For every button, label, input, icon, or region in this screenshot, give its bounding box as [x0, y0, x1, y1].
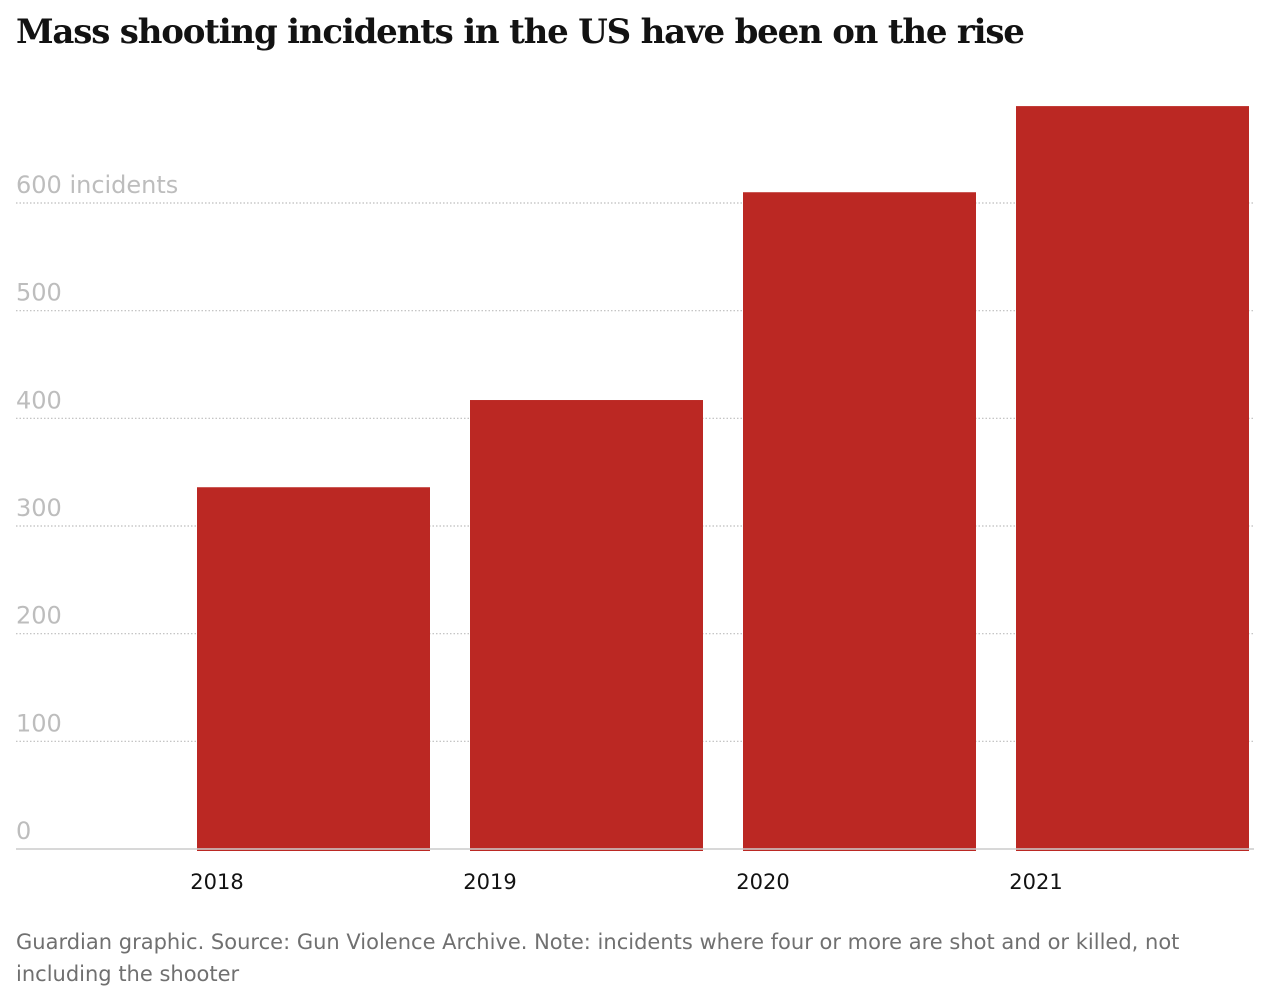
- bar-2018: [197, 487, 430, 851]
- bar-2019: [470, 400, 703, 851]
- x-tick-label: 2019: [463, 870, 516, 894]
- bar-2020: [743, 192, 976, 851]
- x-tick-label: 2021: [1009, 870, 1062, 894]
- y-tick-label: 200: [16, 602, 62, 630]
- bar-2021: [1016, 106, 1249, 852]
- y-tick-label: 100: [16, 709, 62, 737]
- y-tick-label: 400: [16, 386, 62, 414]
- y-tick-label: 600 incidents: [16, 171, 178, 199]
- x-tick-label: 2020: [736, 870, 789, 894]
- y-tick-label: 500: [16, 279, 62, 307]
- y-tick-label: 0: [16, 817, 31, 845]
- bar-chart: 0 100 200 300 400 500 600 incidents 2018 2019 202…: [16, 106, 1254, 894]
- chart-footnote: Guardian graphic. Source: Gun Violence A…: [16, 930, 1180, 986]
- x-tick-label: 2018: [190, 870, 243, 894]
- y-tick-label: 300: [16, 494, 62, 522]
- chart-title: Mass shooting incidents in the US have b…: [16, 12, 1025, 52]
